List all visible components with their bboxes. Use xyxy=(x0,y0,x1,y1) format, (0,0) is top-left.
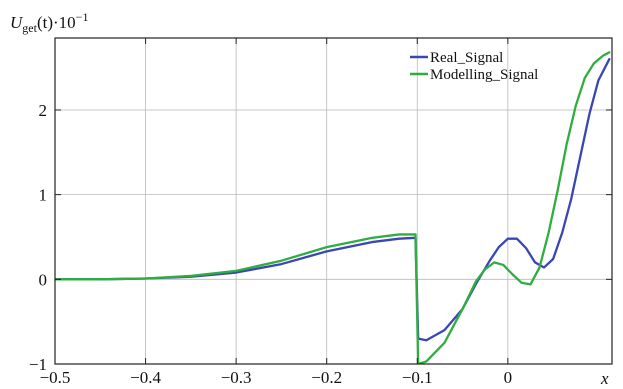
y-tick-label-0: −1 xyxy=(29,355,47,374)
x-tick-label-2: −0.3 xyxy=(221,368,252,387)
series-line-modelling-signal xyxy=(55,51,611,364)
series-layer xyxy=(55,51,611,364)
tick-labels: −0.5 −0.4 −0.3 −0.2 −0.1 0 −1 0 1 2 xyxy=(29,101,512,387)
y-tick-label-2: 1 xyxy=(39,186,48,205)
y-axis-title-sub: get xyxy=(22,21,37,35)
ticks xyxy=(54,38,612,365)
plot-frame xyxy=(54,37,613,365)
y-axis-title-main: U xyxy=(10,13,24,32)
legend-label-modelling-signal: Modelling_Signal xyxy=(430,67,538,83)
x-axis-title: x xyxy=(600,369,609,388)
y-axis-title-mid: (t)·10 xyxy=(37,13,76,32)
legend: Real_Signal Modelling_Signal xyxy=(410,50,538,83)
x-tick-label-1: −0.4 xyxy=(130,368,161,387)
y-tick-label-1: 0 xyxy=(39,270,48,289)
x-tick-label-3: −0.2 xyxy=(311,368,342,387)
y-axis-title: Uget(t)·10−1 xyxy=(10,10,88,35)
plot-area-background xyxy=(55,38,612,364)
x-tick-label-4: −0.1 xyxy=(402,368,433,387)
x-tick-label-0: −0.5 xyxy=(40,368,71,387)
legend-label-real-signal: Real_Signal xyxy=(430,50,503,66)
y-tick-label-3: 2 xyxy=(39,101,48,120)
x-tick-label-5: 0 xyxy=(504,368,513,387)
y-axis-title-sup: −1 xyxy=(76,10,89,24)
